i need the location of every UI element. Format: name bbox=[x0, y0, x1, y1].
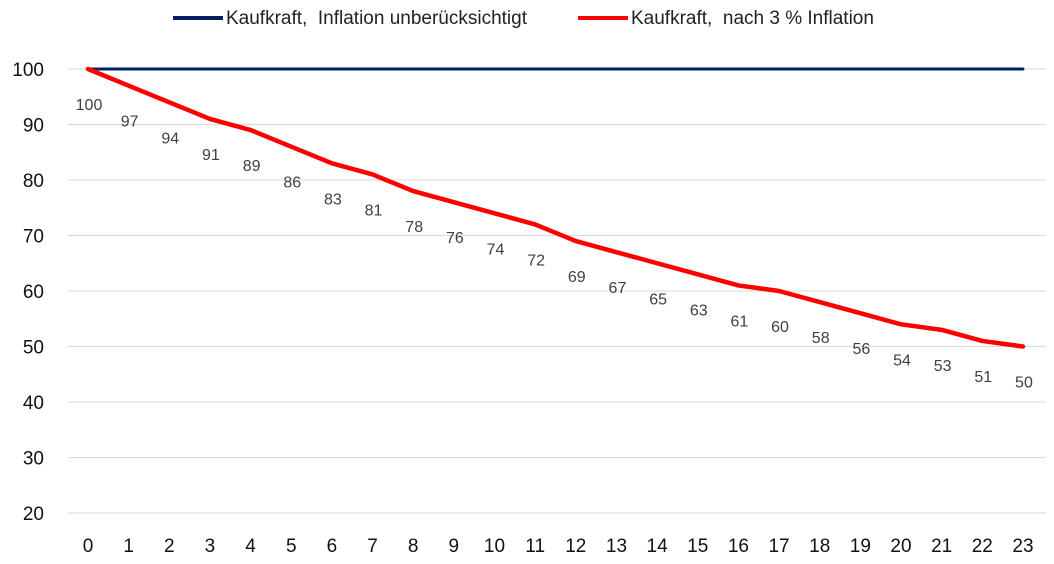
y-tick-label: 60 bbox=[23, 282, 44, 303]
y-tick-label: 80 bbox=[23, 171, 44, 192]
y-tick-label: 20 bbox=[23, 504, 44, 525]
data-labels: 100 97 94 91 89 86 83 81 78 76 74 72 69 67 65 63 61 60 58 5… bbox=[76, 97, 1033, 392]
x-tick-label: 18 bbox=[809, 536, 830, 557]
y-tick-label: 40 bbox=[23, 393, 44, 414]
x-tick-label: 14 bbox=[647, 536, 669, 557]
x-tick-label: 10 bbox=[484, 536, 505, 557]
data-label: 91 bbox=[202, 147, 220, 164]
data-label: 50 bbox=[1015, 375, 1033, 392]
x-tick-label: 9 bbox=[449, 536, 460, 557]
data-label: 51 bbox=[974, 369, 992, 386]
x-tick-label: 0 bbox=[83, 536, 94, 557]
legend-item: Kaufkraft, Inflation unberücksichtigt bbox=[173, 8, 528, 29]
x-tick-label: 22 bbox=[972, 536, 993, 557]
data-label: 56 bbox=[852, 341, 870, 358]
x-tick-label: 2 bbox=[164, 536, 175, 557]
data-label: 53 bbox=[934, 358, 952, 375]
y-axis-ticks: 20 30 40 50 60 70 80 90 100 bbox=[12, 60, 44, 525]
x-tick-label: 8 bbox=[408, 536, 419, 557]
x-tick-label: 23 bbox=[1012, 536, 1033, 557]
y-tick-label: 100 bbox=[12, 60, 44, 81]
x-tick-label: 4 bbox=[245, 536, 256, 557]
data-label: 89 bbox=[243, 158, 261, 175]
data-label: 100 bbox=[76, 97, 103, 114]
data-label: 67 bbox=[609, 280, 627, 297]
series-lines bbox=[85, 66, 1026, 349]
legend-label: Kaufkraft, Inflation unberücksichtigt bbox=[226, 8, 528, 29]
y-tick-label: 90 bbox=[23, 116, 44, 137]
data-label: 69 bbox=[568, 269, 586, 286]
x-tick-label: 12 bbox=[565, 536, 586, 557]
data-label: 86 bbox=[283, 175, 301, 192]
data-label: 74 bbox=[487, 241, 505, 258]
x-tick-label: 15 bbox=[687, 536, 708, 557]
x-tick-label: 1 bbox=[123, 536, 134, 557]
data-label: 81 bbox=[365, 202, 383, 219]
data-label: 58 bbox=[812, 330, 830, 347]
x-tick-label: 21 bbox=[931, 536, 952, 557]
x-tick-label: 11 bbox=[525, 536, 545, 557]
data-label: 61 bbox=[731, 313, 749, 330]
data-label: 97 bbox=[121, 114, 139, 131]
legend: Kaufkraft, Inflation unberücksichtigt Kau… bbox=[173, 8, 874, 29]
data-label: 83 bbox=[324, 191, 342, 208]
legend-label: Kaufkraft, nach 3 % Inflation bbox=[631, 8, 874, 29]
x-tick-label: 3 bbox=[205, 536, 216, 557]
x-tick-label: 6 bbox=[327, 536, 338, 557]
y-tick-label: 70 bbox=[23, 227, 44, 248]
data-label: 54 bbox=[893, 352, 911, 369]
data-label: 94 bbox=[161, 130, 179, 147]
series-line bbox=[85, 66, 1026, 349]
data-label: 72 bbox=[527, 252, 545, 269]
x-tick-label: 20 bbox=[890, 536, 911, 557]
x-axis-ticks: 0 1 2 3 4 5 6 7 8 9 10 11 12 13 14 15 16 17 18 19 20 21 22 23 bbox=[83, 536, 1034, 557]
legend-item: Kaufkraft, nach 3 % Inflation bbox=[578, 8, 874, 29]
data-label: 65 bbox=[649, 291, 667, 308]
data-label: 60 bbox=[771, 319, 789, 336]
x-tick-label: 19 bbox=[850, 536, 871, 557]
data-label: 76 bbox=[446, 230, 464, 247]
x-tick-label: 17 bbox=[768, 536, 789, 557]
x-tick-label: 13 bbox=[606, 536, 627, 557]
data-label: 78 bbox=[405, 219, 423, 236]
y-tick-label: 50 bbox=[23, 338, 44, 359]
gridlines bbox=[68, 68, 1046, 514]
y-tick-label: 30 bbox=[23, 449, 44, 470]
x-tick-label: 5 bbox=[286, 536, 297, 557]
data-label: 63 bbox=[690, 302, 708, 319]
x-tick-label: 7 bbox=[367, 536, 378, 557]
x-tick-label: 16 bbox=[728, 536, 749, 557]
